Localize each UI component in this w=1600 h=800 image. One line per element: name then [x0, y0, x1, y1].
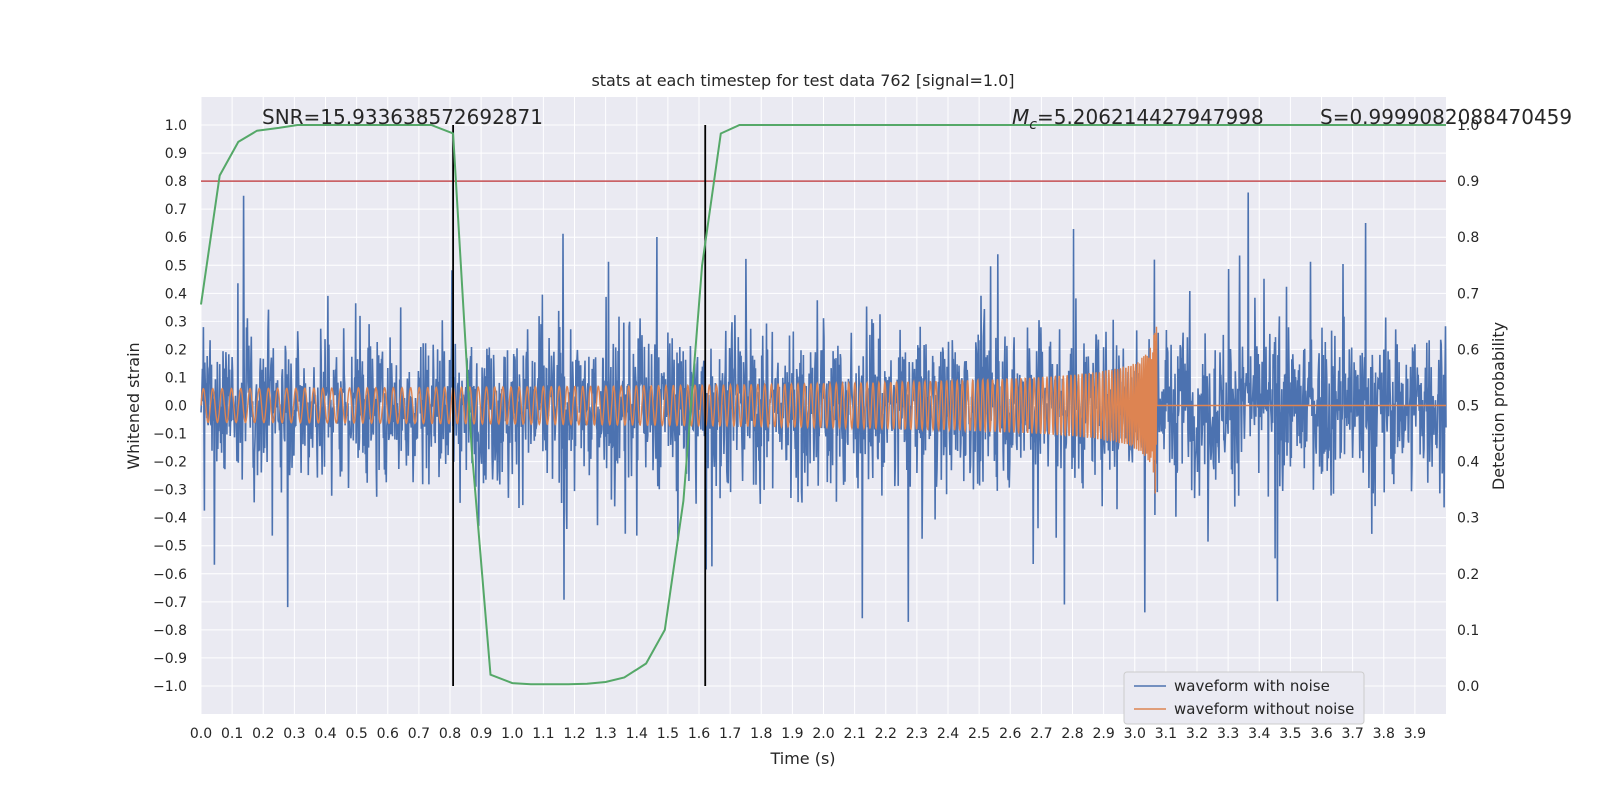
left-y-tick-label: −0.4: [153, 511, 187, 527]
chirp-mass-symbol: M: [1012, 105, 1029, 129]
left-y-axis-label: Whitened strain: [124, 342, 143, 469]
left-y-axis-ticks: 1.0 0.9 0.8 0.7 0.6 0.5 0.4 0.3 0.2 0.1 0.0 −0.1 −0.…: [153, 118, 187, 695]
x-tick-label: 2.1: [843, 726, 865, 742]
x-tick-label: 3.8: [1373, 726, 1395, 742]
left-y-tick-label: 0.0: [165, 399, 187, 415]
x-tick-label: 3.0: [1124, 726, 1146, 742]
right-y-axis-label: Detection probability: [1489, 322, 1508, 490]
right-y-tick-label: 0.0: [1457, 679, 1479, 695]
left-y-tick-label: 0.5: [165, 258, 187, 274]
x-tick-label: 2.5: [968, 726, 990, 742]
right-y-axis-ticks: 1.0 0.9 0.8 0.7 0.6 0.5 0.4 0.3 0.2 0.1 0.0: [1457, 118, 1479, 695]
x-tick-label: 0.5: [345, 726, 367, 742]
x-tick-label: 3.4: [1248, 726, 1270, 742]
x-tick-label: 0.6: [377, 726, 399, 742]
x-tick-label: 1.2: [563, 726, 585, 742]
x-tick-label: 1.9: [781, 726, 803, 742]
chirp-mass-subscript: c: [1029, 117, 1037, 133]
x-tick-label: 2.6: [999, 726, 1021, 742]
right-y-tick-label: 1.0: [1457, 118, 1479, 134]
left-y-tick-label: 1.0: [165, 118, 187, 134]
plot-area: [200, 124, 1447, 686]
x-tick-label: 2.9: [1092, 726, 1114, 742]
x-axis-ticks: 0.0 0.1 0.2 0.3 0.4 0.5 0.6 0.7 0.8 0.9 1.0 1.1 1.2 1…: [190, 726, 1426, 742]
left-y-tick-label: 0.4: [165, 286, 187, 302]
x-tick-label: 2.0: [812, 726, 834, 742]
legend-label-noise: waveform with noise: [1174, 677, 1330, 695]
x-tick-label: 0.0: [190, 726, 212, 742]
right-y-tick-label: 0.3: [1457, 511, 1479, 527]
x-tick-label: 3.7: [1341, 726, 1363, 742]
waveform-with-noise-series: [200, 192, 1447, 622]
left-y-tick-label: −0.8: [153, 623, 187, 639]
x-tick-label: 0.9: [470, 726, 492, 742]
x-tick-label: 2.8: [1061, 726, 1083, 742]
x-tick-label: 1.3: [594, 726, 616, 742]
x-tick-label: 1.6: [688, 726, 710, 742]
left-y-tick-label: −1.0: [153, 679, 187, 695]
x-tick-label: 3.3: [1217, 726, 1239, 742]
left-y-tick-label: −0.2: [153, 455, 187, 471]
x-tick-label: 0.1: [221, 726, 243, 742]
left-y-tick-label: 0.3: [165, 314, 187, 330]
x-tick-label: 1.8: [750, 726, 772, 742]
right-y-tick-label: 0.4: [1457, 455, 1479, 471]
left-y-tick-label: −0.5: [153, 539, 187, 555]
left-y-tick-label: 0.1: [165, 370, 187, 386]
chirp-mass-value: =5.206214427947998: [1037, 105, 1264, 129]
right-y-tick-label: 0.2: [1457, 567, 1479, 583]
chirp-mass-annotation: Mc=5.206214427947998: [1012, 105, 1264, 133]
left-y-tick-label: −0.9: [153, 651, 187, 667]
x-tick-label: 2.2: [875, 726, 897, 742]
x-tick-label: 0.7: [408, 726, 430, 742]
x-tick-label: 1.5: [657, 726, 679, 742]
x-tick-label: 3.9: [1404, 726, 1426, 742]
x-tick-label: 1.1: [532, 726, 554, 742]
left-y-tick-label: −0.3: [153, 483, 187, 499]
legend: waveform with noise waveform without noi…: [1123, 671, 1365, 725]
left-y-tick-label: 0.2: [165, 342, 187, 358]
x-tick-label: 0.8: [439, 726, 461, 742]
x-tick-label: 1.4: [626, 726, 648, 742]
x-tick-label: 3.1: [1155, 726, 1177, 742]
right-y-tick-label: 0.8: [1457, 230, 1479, 246]
waveform-without-noise-series: [200, 326, 1446, 494]
left-y-tick-label: −0.1: [153, 427, 187, 443]
right-y-tick-label: 0.1: [1457, 623, 1479, 639]
right-y-tick-label: 0.7: [1457, 286, 1479, 302]
left-y-tick-label: 0.8: [165, 174, 187, 190]
snr-annotation: SNR=15.933638572692871: [262, 105, 543, 129]
right-y-tick-label: 0.6: [1457, 342, 1479, 358]
x-tick-label: 1.7: [719, 726, 741, 742]
detection-probability-series: [200, 124, 1446, 686]
right-y-tick-label: 0.9: [1457, 174, 1479, 190]
x-tick-label: 3.2: [1186, 726, 1208, 742]
x-tick-label: 2.3: [906, 726, 928, 742]
s-annotation: S=0.9999082088470459: [1320, 105, 1572, 129]
chart-title: stats at each timestep for test data 762…: [591, 71, 1014, 90]
left-y-tick-label: 0.9: [165, 146, 187, 162]
x-tick-label: 0.2: [252, 726, 274, 742]
x-tick-label: 0.3: [283, 726, 305, 742]
left-y-tick-label: −0.6: [153, 567, 187, 583]
left-y-tick-label: −0.7: [153, 595, 187, 611]
left-y-tick-label: 0.7: [165, 202, 187, 218]
detection-markers: [452, 125, 707, 686]
right-y-tick-label: 0.5: [1457, 399, 1479, 415]
left-y-tick-label: 0.6: [165, 230, 187, 246]
x-tick-label: 2.7: [1030, 726, 1052, 742]
x-tick-label: 0.4: [314, 726, 336, 742]
x-tick-label: 3.6: [1310, 726, 1332, 742]
legend-box: [1123, 671, 1365, 725]
x-tick-label: 1.0: [501, 726, 523, 742]
x-tick-label: 3.5: [1279, 726, 1301, 742]
legend-label-clean: waveform without noise: [1174, 700, 1354, 718]
x-tick-label: 2.4: [937, 726, 959, 742]
x-axis-label: Time (s): [769, 749, 835, 768]
